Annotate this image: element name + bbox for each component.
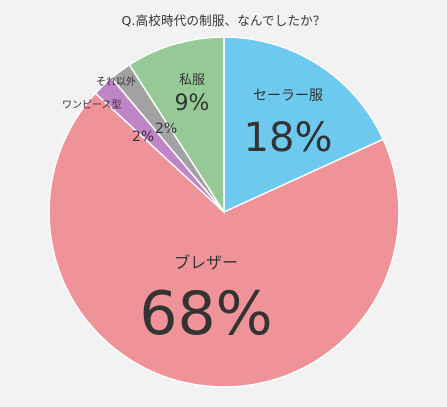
chart-title: Q.高校時代の制服、なんでしたか？ xyxy=(121,13,326,28)
slice-label-4: それ以外 xyxy=(96,76,136,88)
slice-label-3: ワンピース型 xyxy=(62,98,122,111)
pie-slice-1 xyxy=(223,36,385,214)
slice-label-2: ブレザー xyxy=(174,253,238,272)
slice-value-1: 18% xyxy=(244,115,333,161)
slice-value-5: 9% xyxy=(175,91,210,116)
pie-slice-2 xyxy=(48,92,400,388)
slice-label-5: 私服 xyxy=(179,73,205,88)
slice-value-3: 2% xyxy=(132,129,154,145)
pie-slice-5 xyxy=(128,36,225,215)
slice-value-4: 2% xyxy=(155,121,177,137)
slice-value-2: 68% xyxy=(139,279,272,349)
slice-label-1: セーラー服 xyxy=(253,88,323,104)
